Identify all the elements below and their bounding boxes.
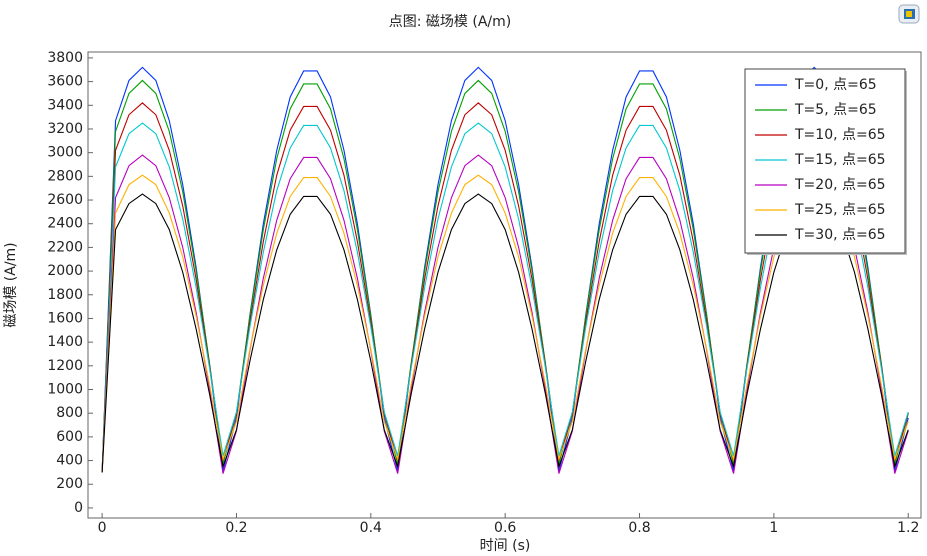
- y-tick-label: 2400: [47, 216, 83, 232]
- legend-label: T=0, 点=65: [794, 77, 877, 93]
- y-tick-label: 600: [56, 429, 83, 445]
- chart-title: 点图: 磁场模 (A/m): [389, 14, 511, 30]
- y-tick-label: 1400: [47, 334, 83, 350]
- plot-frame: [87, 51, 922, 519]
- icon-core: [906, 11, 912, 17]
- y-tick-label: 3200: [47, 121, 83, 137]
- legend-label: T=20, 点=65: [794, 177, 886, 193]
- y-tick-label: 1000: [47, 382, 83, 398]
- y-tick-label: 200: [56, 476, 83, 492]
- x-tick-label: 0.6: [494, 520, 516, 536]
- y-tick-label: 2600: [47, 192, 83, 208]
- x-tick-label: 0.4: [360, 520, 382, 536]
- x-tick-label: 0.8: [628, 520, 650, 536]
- legend-label: T=30, 点=65: [794, 227, 886, 243]
- x-tick-label: 1: [769, 520, 778, 536]
- legend: T=0, 点=65 T=5, 点=65 T=10, 点=65 T=15, 点=65 T=…: [744, 68, 907, 255]
- y-tick-label: 3000: [47, 145, 83, 161]
- legend-label: T=15, 点=65: [794, 152, 886, 168]
- y-tick-label: 1600: [47, 310, 83, 326]
- x-tick-label: 0.2: [225, 520, 247, 536]
- x-tick-label: 1.2: [897, 520, 919, 536]
- legend-label: T=10, 点=65: [794, 127, 886, 143]
- y-tick-label: 1200: [47, 358, 83, 374]
- y-axis-label: 磁场模 (A/m): [3, 242, 19, 327]
- y-tick-label: 3400: [47, 97, 83, 113]
- x-axis-label: 时间 (s): [480, 538, 531, 554]
- y-tick-label: 0: [74, 500, 83, 516]
- y-tick-label: 2800: [47, 168, 83, 184]
- x-tick-label: 0: [98, 520, 107, 536]
- legend-label: T=25, 点=65: [794, 202, 886, 218]
- y-tick-label: 2000: [47, 263, 83, 279]
- y-tick-label: 1800: [47, 287, 83, 303]
- legend-label: T=5, 点=65: [794, 102, 877, 118]
- series-line: [101, 174, 909, 473]
- y-tick-label: 3600: [47, 74, 83, 90]
- y-tick-label: 800: [56, 405, 83, 421]
- app-icon: [898, 4, 920, 24]
- y-tick-label: 2200: [47, 239, 83, 255]
- legend-box: [744, 68, 906, 254]
- series-line: [101, 193, 909, 473]
- y-tick-label: 400: [56, 453, 83, 469]
- y-tick-label: 3800: [47, 50, 83, 66]
